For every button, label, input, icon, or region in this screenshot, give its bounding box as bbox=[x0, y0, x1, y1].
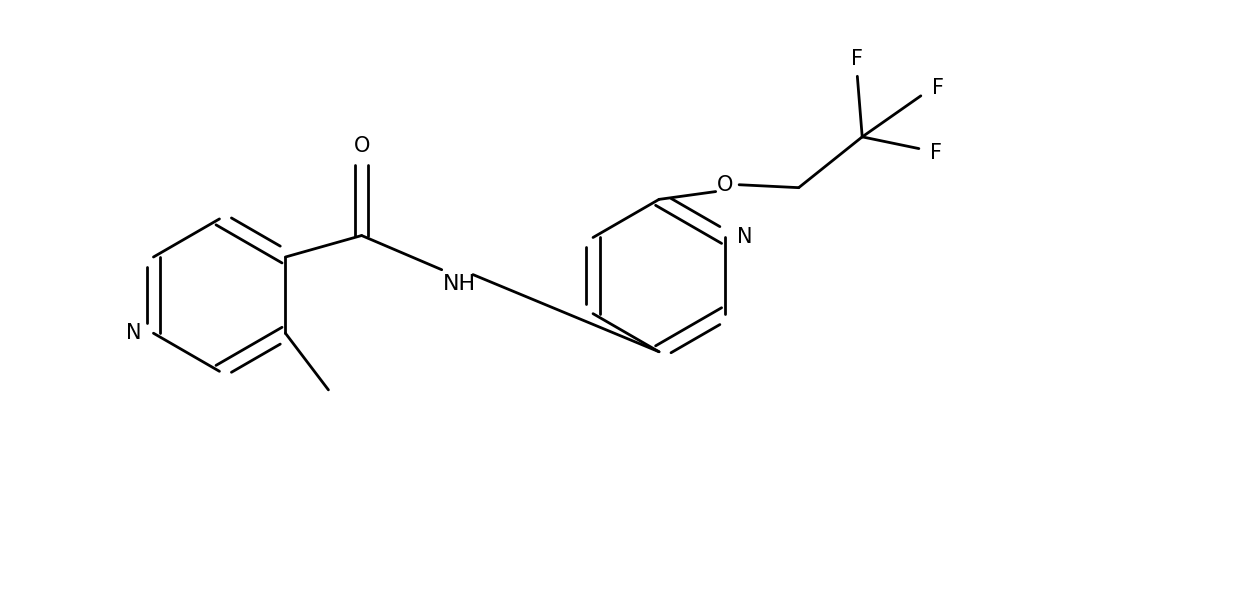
Text: F: F bbox=[932, 78, 944, 98]
Text: N: N bbox=[126, 323, 142, 343]
Text: NH: NH bbox=[442, 274, 476, 295]
Text: O: O bbox=[717, 175, 734, 195]
Text: N: N bbox=[737, 227, 753, 247]
Text: O: O bbox=[353, 136, 370, 155]
Text: F: F bbox=[931, 143, 943, 163]
Text: F: F bbox=[852, 49, 863, 69]
